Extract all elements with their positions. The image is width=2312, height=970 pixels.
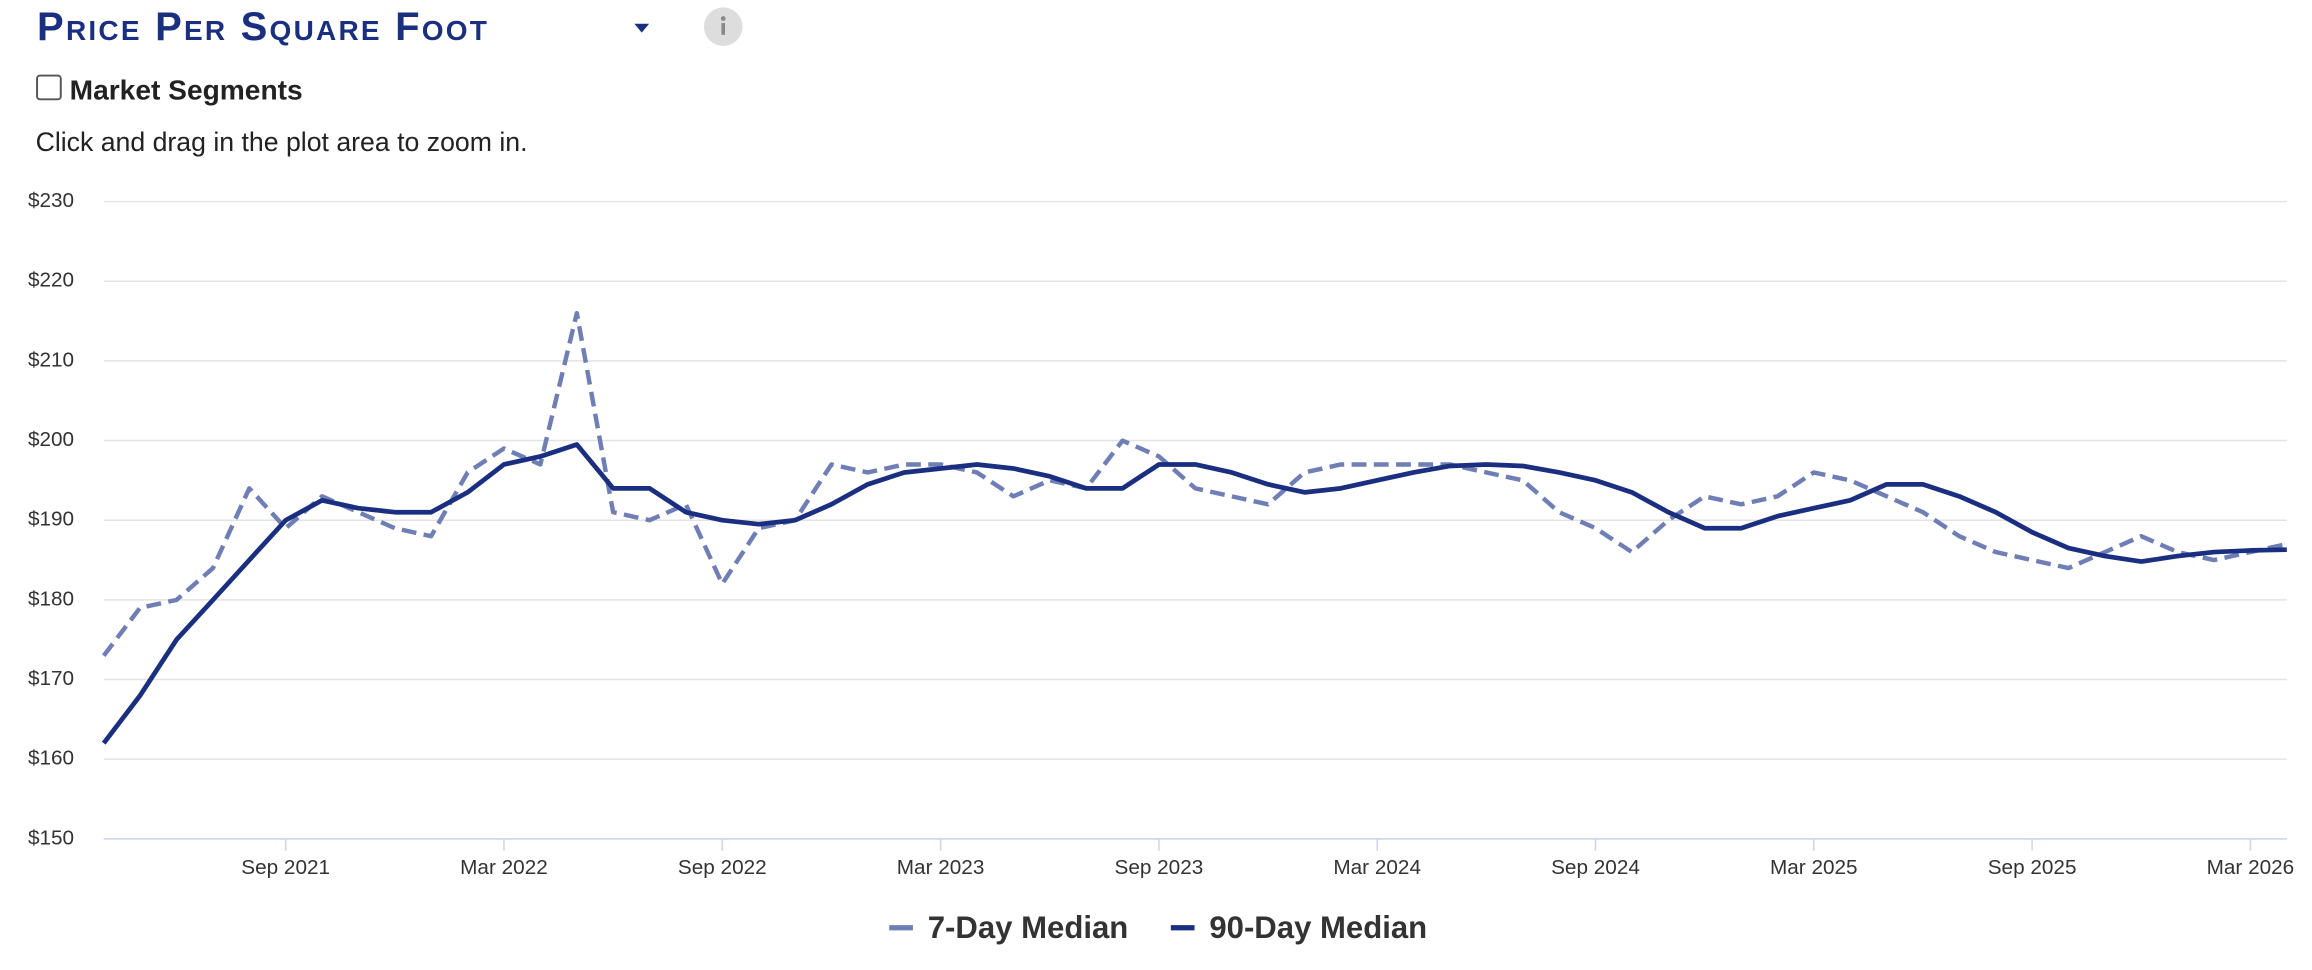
x-tick-label: Sep 2025 — [1988, 856, 2077, 879]
x-tick-label: Mar 2026 — [2207, 856, 2295, 879]
x-tick-label: Sep 2024 — [1551, 856, 1640, 879]
y-tick-label: $180 — [28, 587, 74, 610]
y-tick-label: $170 — [28, 667, 74, 690]
y-tick-label: $210 — [28, 348, 74, 371]
legend-label: 90-Day Median — [1209, 910, 1427, 945]
x-tick-label: Sep 2022 — [678, 856, 767, 879]
checkbox[interactable] — [36, 74, 62, 101]
legend-label: 7-Day Median — [928, 910, 1129, 945]
x-tick-label: Sep 2021 — [241, 856, 330, 879]
series-line — [101, 442, 2287, 745]
x-tick-label: Mar 2023 — [897, 856, 985, 879]
info-icon[interactable] — [703, 7, 743, 46]
series-line — [101, 310, 2288, 658]
x-tick-label: Mar 2022 — [460, 856, 548, 879]
y-tick-label: $150 — [28, 826, 74, 849]
hint-text: Click and drag in the plot area to zoom … — [36, 127, 528, 157]
page-title[interactable]: Price Per Square Foot — [37, 5, 489, 49]
y-tick-label: $220 — [28, 269, 74, 292]
y-tick-label: $190 — [28, 508, 74, 531]
x-tick-label: Mar 2025 — [1770, 856, 1858, 879]
checkbox-label[interactable]: Market Segments — [70, 74, 303, 105]
dropdown-caret[interactable] — [634, 23, 650, 33]
y-tick-label: $160 — [28, 747, 74, 770]
y-tick-label: $200 — [28, 428, 74, 451]
x-tick-label: Sep 2023 — [1114, 856, 1203, 879]
x-tick-label: Mar 2024 — [1333, 856, 1421, 879]
y-tick-label: $230 — [28, 189, 74, 212]
